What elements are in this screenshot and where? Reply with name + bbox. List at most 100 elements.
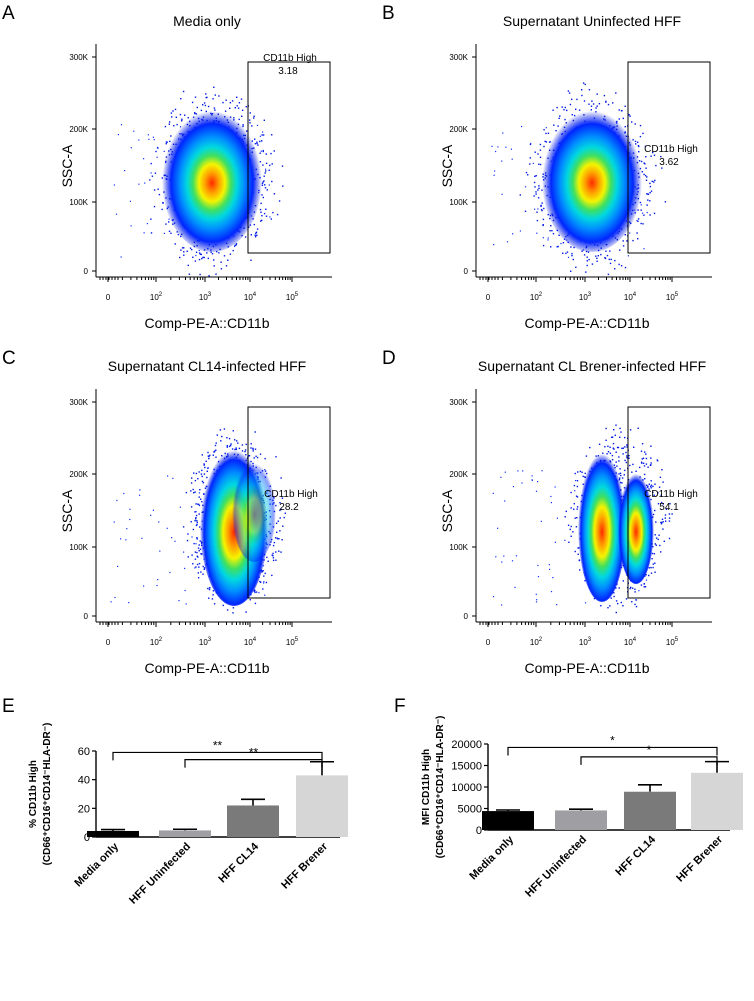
event-dot-sparse	[638, 590, 640, 592]
y-tick-label: 10000	[451, 782, 482, 794]
event-dot	[640, 160, 643, 163]
event-dot	[656, 459, 658, 461]
event-dot	[583, 100, 586, 102]
event-dot	[655, 521, 657, 523]
event-dot	[549, 230, 551, 232]
significance-label: *	[647, 743, 652, 757]
event-dot	[573, 484, 576, 487]
event-dot	[202, 573, 204, 575]
event-dot-sparse	[492, 596, 495, 598]
event-dot	[605, 439, 607, 441]
event-dot	[642, 132, 644, 135]
event-dot	[573, 246, 575, 249]
event-dot	[653, 181, 655, 183]
event-dot-sparse	[556, 604, 558, 606]
event-dot	[624, 446, 626, 448]
event-dot	[635, 605, 638, 608]
event-dot	[541, 189, 543, 191]
event-dot	[665, 508, 668, 510]
event-dot-sparse	[530, 142, 532, 145]
event-dot	[256, 141, 258, 143]
event-dot	[201, 454, 203, 456]
event-dot	[183, 254, 185, 256]
event-dot	[538, 185, 540, 187]
event-dot-sparse	[206, 467, 209, 469]
event-dot-sparse	[157, 147, 159, 149]
event-dot	[578, 559, 581, 562]
event-dot	[626, 455, 628, 457]
event-dot	[597, 255, 599, 257]
event-dot	[259, 580, 261, 583]
y-tick-label: 0	[464, 612, 469, 621]
event-dot	[591, 100, 593, 102]
x-tick-exponent: 4	[633, 637, 637, 643]
category-label: Media only	[72, 840, 121, 889]
x-tick-base: 10	[624, 638, 633, 647]
event-dot	[534, 186, 536, 188]
event-dot-sparse	[550, 591, 553, 593]
event-dot	[262, 588, 264, 590]
event-dot	[609, 446, 611, 448]
x-tick-exponent: 2	[159, 292, 163, 298]
event-dot-sparse	[174, 540, 176, 542]
event-dot	[582, 82, 585, 84]
event-dot	[199, 540, 201, 542]
event-dot	[196, 523, 198, 526]
event-dot	[241, 109, 244, 111]
significance-bracket	[507, 746, 718, 756]
event-dot	[254, 234, 256, 236]
x-tick-label: 105	[286, 292, 299, 302]
event-dot	[631, 587, 634, 589]
event-dot	[564, 106, 566, 109]
y-tick-label: 40	[78, 775, 90, 787]
event-dot	[535, 191, 537, 193]
event-dot	[212, 590, 215, 592]
event-dot	[568, 541, 570, 543]
significance-label: *	[610, 733, 615, 747]
event-dot	[615, 424, 617, 426]
x-tick-base: 10	[286, 293, 295, 302]
event-dot	[270, 218, 272, 220]
event-dot-sparse	[129, 518, 131, 521]
event-dot-sparse	[113, 184, 115, 186]
event-dot	[232, 249, 234, 252]
event-dot	[644, 586, 647, 588]
event-dot	[255, 455, 257, 457]
event-dot	[215, 442, 217, 444]
event-dot	[249, 122, 251, 124]
event-dot	[204, 104, 207, 107]
event-dot	[524, 210, 527, 212]
event-dot-sparse	[152, 136, 154, 138]
event-dot	[537, 153, 539, 155]
event-dot	[200, 253, 202, 256]
event-dot	[579, 569, 581, 571]
event-dot	[607, 103, 610, 106]
event-dot	[542, 244, 545, 247]
event-dot-sparse	[263, 581, 265, 583]
event-dot	[228, 437, 231, 440]
event-dot	[649, 214, 651, 216]
event-dot	[558, 117, 560, 119]
event-dot-sparse	[268, 184, 270, 186]
event-dot	[198, 504, 201, 507]
event-dot	[196, 106, 198, 109]
event-dot	[637, 218, 640, 220]
event-dot	[584, 580, 586, 582]
x-tick-base: 10	[244, 293, 253, 302]
event-dot	[543, 129, 545, 131]
event-dot-sparse	[549, 568, 551, 570]
event-dot	[153, 205, 156, 208]
event-dot	[632, 239, 634, 242]
event-dot-sparse	[504, 500, 506, 502]
event-dot	[261, 215, 263, 217]
event-dot	[220, 440, 222, 442]
event-dot-sparse	[113, 521, 115, 523]
event-dot	[651, 558, 653, 560]
event-dot-sparse	[522, 470, 524, 472]
significance-label: **	[249, 746, 259, 760]
event-dot	[199, 489, 201, 491]
event-dot	[279, 502, 281, 504]
event-dot	[618, 118, 620, 120]
event-dot	[631, 121, 633, 123]
